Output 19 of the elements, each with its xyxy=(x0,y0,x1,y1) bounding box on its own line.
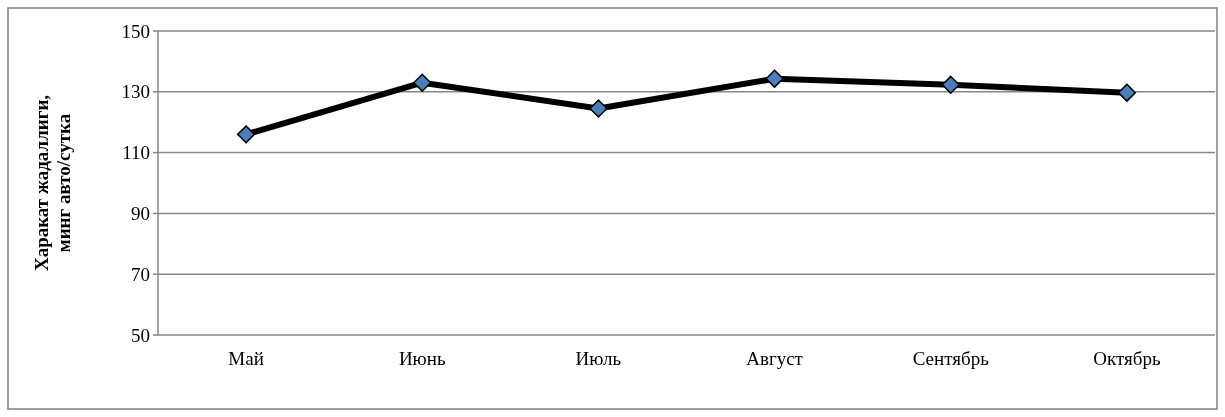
x-tick-label: Сентябрь xyxy=(912,348,990,369)
y-tick-label: 50 xyxy=(131,324,150,346)
point xyxy=(236,125,256,144)
point xyxy=(765,69,784,88)
x-tick-label: Июнь xyxy=(398,348,446,369)
point xyxy=(413,73,432,92)
x-tick-label: Май xyxy=(228,348,264,369)
point xyxy=(941,75,960,94)
y-tick-label: 70 xyxy=(131,263,150,285)
y-axis-title: Харакат жадаллиги, минг авто/сутка xyxy=(31,94,74,272)
y-tick-label: 130 xyxy=(121,81,150,103)
y-tick-label: 150 xyxy=(121,20,150,42)
x-tick-label: Октябрь xyxy=(1093,348,1161,369)
y-tick-label: 90 xyxy=(131,203,150,225)
point xyxy=(1117,83,1137,102)
x-tick-label: Август xyxy=(746,348,804,369)
x-tick-label: Июль xyxy=(575,348,622,369)
point xyxy=(589,99,608,118)
y-tick-label: 110 xyxy=(122,142,150,164)
